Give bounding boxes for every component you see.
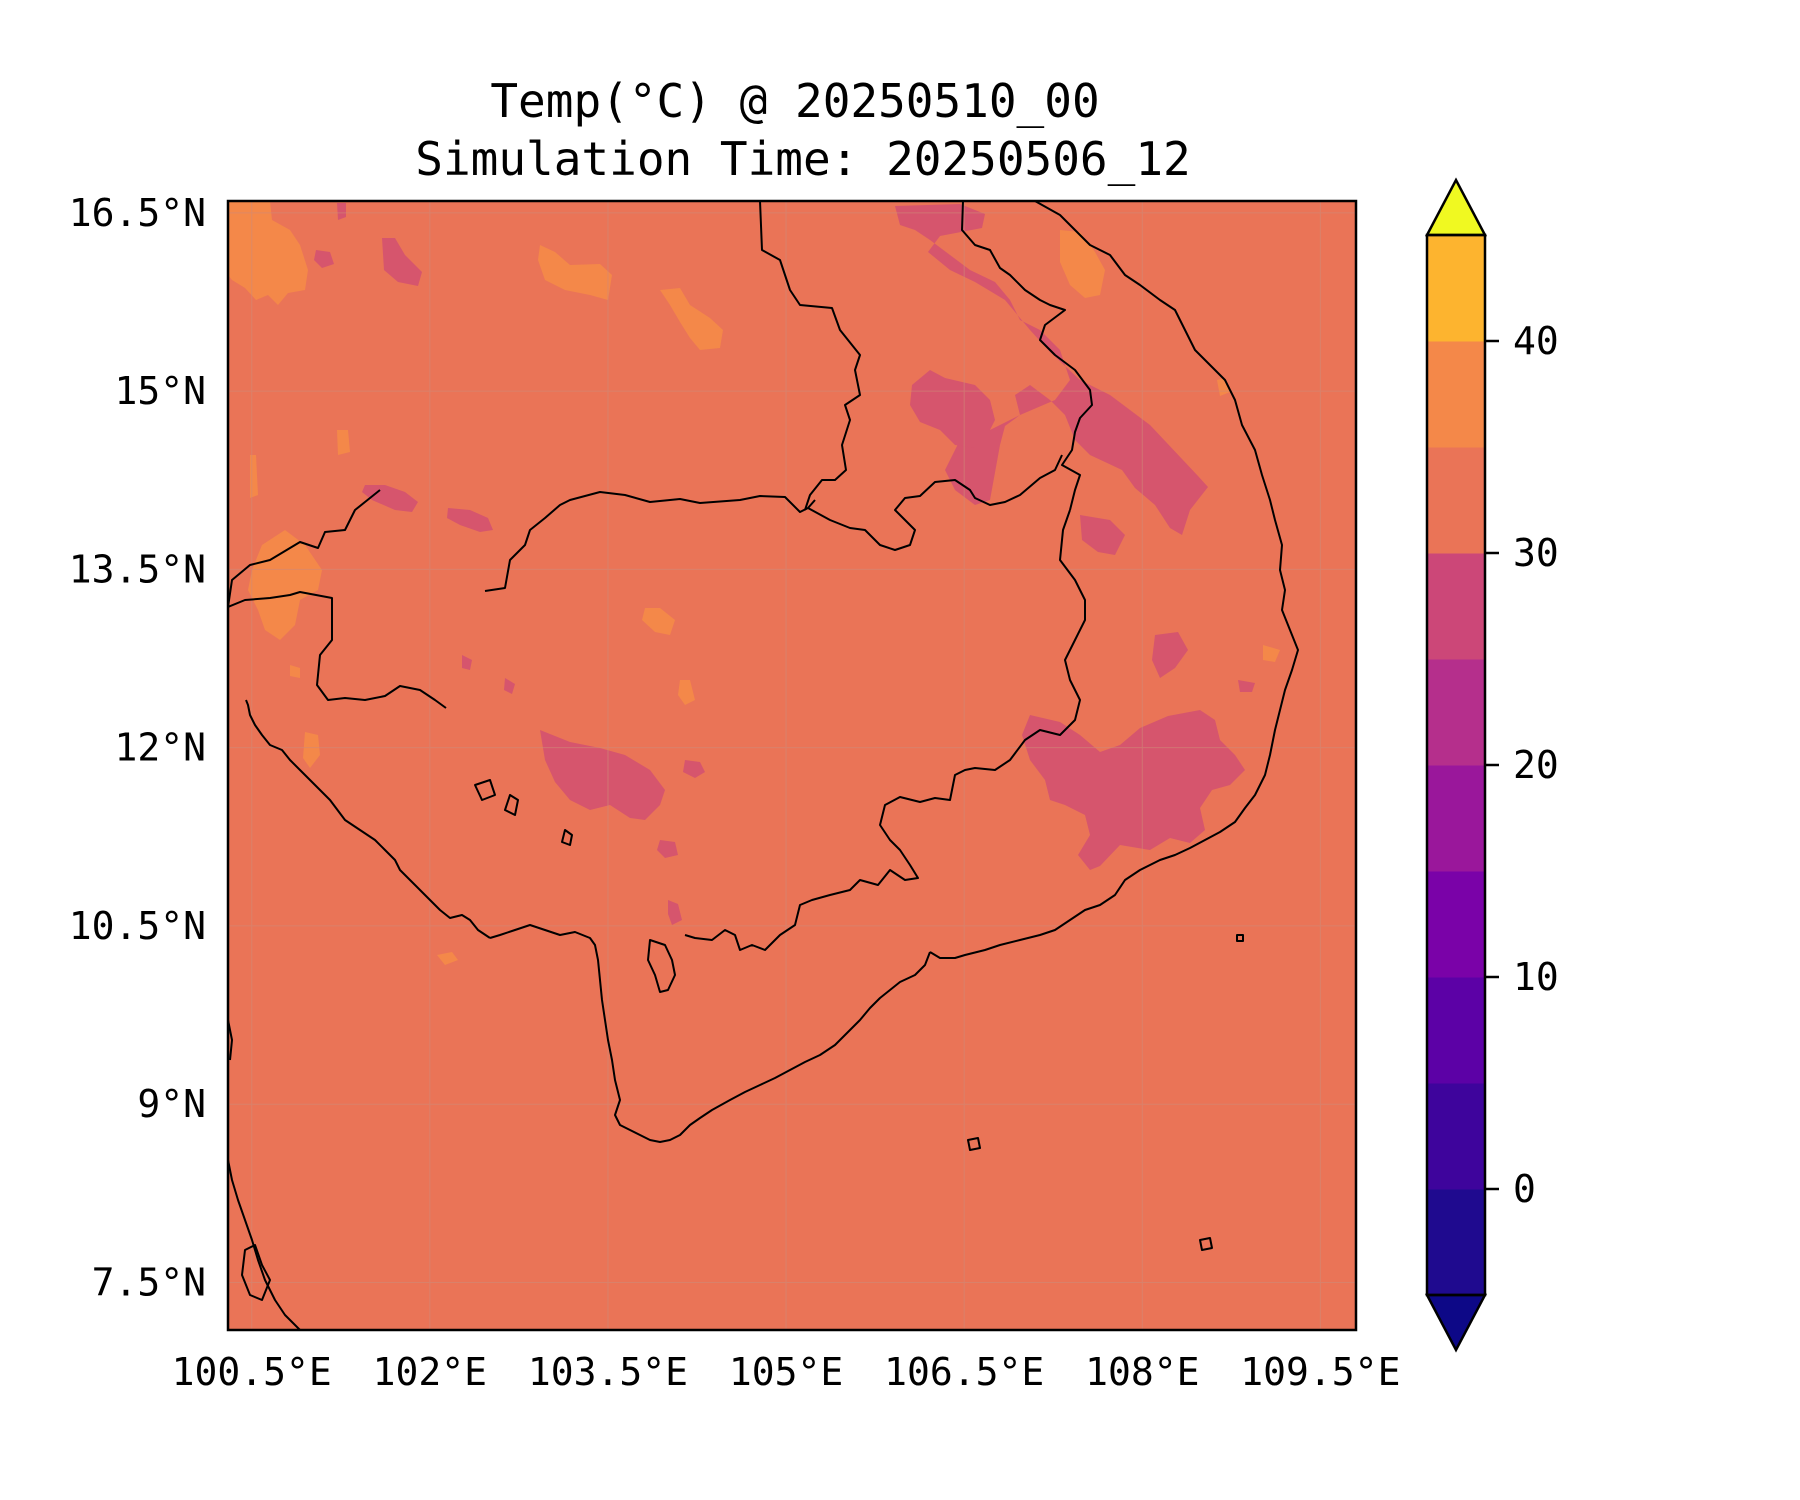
map-title-line-1: Temp(°C) @ 20250510_00	[490, 74, 1099, 128]
y-tick-label: 7.5°N	[92, 1260, 206, 1304]
warm-patch-small-8	[290, 665, 300, 678]
colorbar-segment	[1427, 447, 1485, 554]
gulf-coast-west	[228, 1019, 233, 1061]
laos-cambodia-border	[484, 491, 816, 592]
island-phu-quoc	[647, 939, 676, 993]
laos-thailand-mekong	[759, 201, 861, 511]
cool-patch-small-4	[657, 840, 678, 858]
warm-patch-small-5	[437, 952, 458, 965]
colorbar-tick-label: 30	[1513, 531, 1559, 575]
colorbar-segment	[1427, 1189, 1485, 1296]
y-tick-label: 9°N	[137, 1082, 206, 1126]
gulf-coast-south	[228, 1159, 301, 1330]
warm-patch-north-1	[538, 245, 612, 300]
colorbar-tick-label: 10	[1513, 955, 1559, 999]
cool-patch-north-1	[382, 238, 422, 286]
cambodia-coast	[245, 699, 491, 939]
thailand-cambodia-border	[228, 591, 447, 709]
cool-patch-central-highlands	[910, 370, 995, 448]
colorbar-segment	[1427, 659, 1485, 766]
colorbar-segment	[1427, 341, 1485, 448]
colorbar-segment	[1427, 1083, 1485, 1190]
cool-patch-cardamom	[540, 730, 665, 820]
colorbar-segment	[1427, 765, 1485, 872]
colorbar-extend-min	[1424, 1293, 1488, 1353]
warm-patch-small-4	[678, 680, 695, 705]
coastlines-and-borders	[228, 201, 1299, 1330]
y-tick-label: 15°N	[114, 369, 206, 413]
cool-patch-small-5	[668, 900, 682, 925]
island-small-4	[1199, 1237, 1213, 1251]
x-tick-label: 108°E	[1085, 1350, 1199, 1394]
cambodia-vietnam-border-north	[807, 454, 1063, 551]
y-tick-label: 10.5°N	[69, 904, 206, 948]
cool-patch-north-laos-topleft	[337, 203, 346, 220]
island-southwest-1	[241, 1244, 271, 1301]
cool-temperature-patches	[314, 203, 1255, 925]
y-tick-label: 13.5°N	[69, 547, 206, 591]
x-tick-label: 102°E	[373, 1350, 487, 1394]
cool-patch-small-6	[1238, 680, 1255, 692]
island-small-2	[504, 794, 519, 816]
cool-patch-small-2	[504, 678, 515, 694]
y-tick-label: 12°N	[114, 726, 206, 770]
cool-patch-small-3	[683, 760, 705, 778]
thailand-border-upper	[228, 489, 381, 608]
x-tick-label: 109.5°E	[1240, 1350, 1400, 1394]
cool-patch-east-pocket	[1152, 632, 1188, 678]
cool-patch-laos-west-2	[447, 508, 493, 532]
cool-patch-north-2	[314, 250, 334, 268]
laos-vietnam-border	[961, 201, 1093, 511]
map-title-line-2: Simulation Time: 20250506_12	[415, 132, 1190, 186]
colorbar-segment	[1427, 977, 1485, 1084]
x-tick-label: 100.5°E	[172, 1350, 332, 1394]
warm-temperature-patches	[228, 201, 1280, 965]
map-gridlines	[228, 201, 1356, 1330]
colorbar-tick-label: 40	[1513, 319, 1559, 363]
warm-patch-small-1	[337, 430, 350, 455]
warm-patch-small-6	[1263, 645, 1280, 662]
cool-patch-northeast	[895, 204, 1208, 535]
x-tick-label: 106.5°E	[884, 1350, 1044, 1394]
warm-patch-northwest	[228, 201, 308, 305]
vietnam-east-coast	[929, 201, 1299, 959]
colorbar-tick-label: 0	[1513, 1167, 1536, 1211]
x-tick-label: 103.5°E	[528, 1350, 688, 1394]
warm-patch-center-cam	[642, 608, 675, 635]
map-panel: 100.5°E 102°E 103.5°E 105°E 106.5°E 108°E 109.…	[69, 191, 1401, 1394]
temperature-colorbar: 0 10 20 30 40	[1424, 177, 1559, 1353]
cool-patch-small-1	[462, 655, 472, 670]
colorbar-segment	[1427, 553, 1485, 660]
warm-patch-small-3	[303, 732, 320, 768]
island-small-6	[1236, 934, 1244, 942]
x-tick-label: 105°E	[729, 1350, 843, 1394]
cool-patch-dalat	[1022, 710, 1245, 870]
colorbar-segment	[1427, 871, 1485, 978]
colorbar-tick-label: 20	[1513, 743, 1559, 787]
island-small-3	[561, 829, 573, 846]
colorbar-extend-max	[1424, 177, 1488, 237]
mekong-delta-coast	[489, 924, 931, 1143]
warm-patch-vn-coast	[1060, 230, 1105, 298]
warm-patch-west-thailand	[248, 530, 322, 640]
y-axis-tick-labels: 16.5°N 15°N 13.5°N 12°N 10.5°N 9°N 7.5°N	[69, 191, 206, 1305]
island-small-1	[474, 779, 496, 801]
cool-patch-laos-west-1	[362, 485, 418, 512]
y-tick-label: 16.5°N	[69, 191, 206, 235]
cambodia-vietnam-border-east	[684, 509, 1086, 951]
island-small-5	[967, 1137, 981, 1151]
cool-patch-annamite-south	[1080, 515, 1125, 555]
x-axis-tick-labels: 100.5°E 102°E 103.5°E 105°E 106.5°E 108°E 109.…	[172, 1350, 1401, 1394]
colorbar-segment	[1427, 235, 1485, 342]
map-frame	[226, 199, 1358, 1332]
warm-patch-north-2	[660, 288, 723, 350]
